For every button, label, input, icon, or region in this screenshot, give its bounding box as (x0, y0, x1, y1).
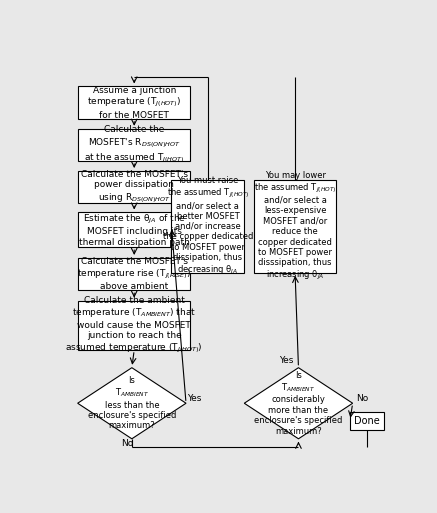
Text: Assume a junction
temperature (T$_{J(HOT)}$)
for the MOSFET: Assume a junction temperature (T$_{J(HOT… (87, 86, 181, 120)
Text: You must raise
the assumed T$_{J(HOT)}$
and/or select a
better MOSFET
and/or inc: You must raise the assumed T$_{J(HOT)}$ … (163, 176, 253, 277)
Text: Is
T$_{AMBIENT}$
less than the
enclosure's specified
maximum?: Is T$_{AMBIENT}$ less than the enclosure… (88, 376, 176, 430)
Bar (171, 180, 244, 273)
Polygon shape (78, 368, 186, 439)
Bar (350, 411, 384, 430)
Text: Is
T$_{AMBIENT}$
considerably
more than the
enclosure's specified
maximum?: Is T$_{AMBIENT}$ considerably more than … (254, 371, 343, 436)
Text: Calculate the MOSFET's
power dissipation
using R$_{DS(ON)HOT}$: Calculate the MOSFET's power dissipation… (81, 170, 188, 205)
Text: You may lower
the assumed T$_{J(HOT)}$
and/or select a
less-expensive
MOSFET and: You may lower the assumed T$_{J(HOT)}$ a… (254, 171, 336, 282)
Text: No: No (121, 439, 133, 448)
Text: Calculate the ambient
temperature (T$_{AMBIENT}$) that
would cause the MOSFET
ju: Calculate the ambient temperature (T$_{A… (66, 295, 203, 355)
Text: Done: Done (354, 416, 380, 426)
Bar (78, 171, 190, 203)
Bar (254, 180, 336, 273)
Text: Yes: Yes (187, 394, 202, 403)
Bar (78, 301, 190, 350)
Polygon shape (244, 368, 353, 439)
Text: No: No (356, 394, 368, 403)
Bar (78, 212, 190, 247)
Text: Estimate the θ$_{JA}$ of the
MOSFET including its
thermal dissipation path: Estimate the θ$_{JA}$ of the MOSFET incl… (79, 213, 190, 247)
Bar (78, 87, 190, 119)
Text: Calculate the MOSFET's
temperature rise (T$_{J(RISE)}$)
above ambient: Calculate the MOSFET's temperature rise … (77, 257, 191, 291)
Text: Calculate the
MOSFET's R$_{DS(ON)HOT}$
at the assumed T$_{J(HOT)}$: Calculate the MOSFET's R$_{DS(ON)HOT}$ a… (84, 125, 184, 165)
Text: Yes: Yes (279, 356, 294, 365)
Bar (78, 129, 190, 161)
Bar (78, 258, 190, 290)
